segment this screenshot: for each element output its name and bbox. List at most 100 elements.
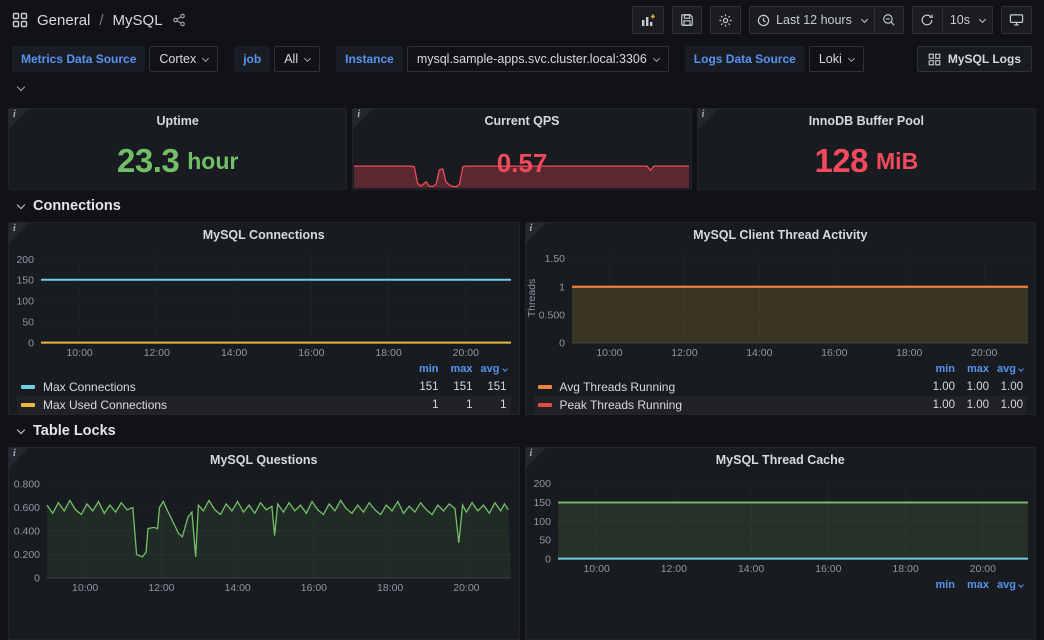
series-color-swatch[interactable]: [21, 385, 35, 389]
breadcrumb-dashboard[interactable]: MySQL: [112, 11, 163, 29]
svg-text:16:00: 16:00: [815, 563, 841, 575]
cycle-view-mode-button[interactable]: [1001, 6, 1032, 34]
legend-sort-avg[interactable]: avg: [989, 363, 1024, 375]
panel-title[interactable]: MySQL Questions: [210, 453, 318, 467]
svg-text:50: 50: [539, 535, 551, 547]
chevron-down-icon: [847, 54, 855, 62]
panel-mysql-client-thread-activity: i MySQL Client Thread Activity 0 0.500 1 1.…: [524, 222, 1036, 415]
svg-text:18:00: 18:00: [375, 347, 401, 359]
legend-sort-max[interactable]: max: [966, 579, 989, 591]
svg-text:16:00: 16:00: [301, 582, 327, 594]
panel-info-corner[interactable]: i: [697, 109, 718, 129]
thread-activity-legend: min max avg Avg Threads Running 1.00 1.00 1.00…: [526, 359, 1036, 414]
legend-header: min max avg: [17, 361, 511, 378]
legend-value: 1.00: [932, 399, 955, 411]
var-value-instance[interactable]: mysql.sample-apps.svc.cluster.local:3306: [406, 46, 669, 72]
legend-value: 151: [419, 381, 439, 393]
chevron-down-icon: [501, 366, 508, 372]
series-name[interactable]: Peak Threads Running: [559, 398, 683, 412]
legend-sort-max[interactable]: max: [450, 363, 473, 375]
stat-unit: MiB: [876, 147, 919, 174]
dashboard-settings-button[interactable]: [710, 6, 742, 34]
panel-info-corner[interactable]: i: [9, 223, 29, 243]
mysql-logs-link-button[interactable]: MySQL Logs: [916, 46, 1032, 72]
var-label-metrics-data-source[interactable]: Metrics Data Source: [12, 46, 146, 72]
section-header-table-locks[interactable]: Table Locks: [0, 415, 1044, 447]
var-label-logs-data-source[interactable]: Logs Data Source: [684, 46, 805, 72]
svg-text:14:00: 14:00: [221, 347, 247, 359]
breadcrumb-separator: /: [99, 11, 104, 29]
legend-row: Avg Threads Running 1.00 1.00 1.00: [534, 378, 1028, 396]
panel-title[interactable]: MySQL Client Thread Activity: [693, 228, 868, 242]
series-name[interactable]: Avg Threads Running: [559, 380, 676, 394]
panel-title[interactable]: MySQL Thread Cache: [715, 453, 845, 467]
var-value-text: Cortex: [159, 52, 197, 66]
var-value-job[interactable]: All: [274, 46, 321, 72]
svg-text:0: 0: [28, 338, 34, 350]
panel-info-corner[interactable]: i: [525, 223, 546, 243]
refresh-button[interactable]: [911, 6, 942, 34]
add-panel-button[interactable]: [632, 6, 665, 34]
svg-text:20:00: 20:00: [971, 347, 997, 359]
panel-info-corner[interactable]: i: [9, 109, 29, 129]
var-value-logs-data-source[interactable]: Loki: [808, 46, 864, 72]
panel-title[interactable]: Uptime: [156, 114, 199, 128]
svg-text:0: 0: [34, 573, 40, 585]
zoom-out-time-button[interactable]: [873, 6, 904, 34]
legend-sort-avg[interactable]: avg: [989, 579, 1024, 591]
save-dashboard-button[interactable]: [672, 6, 703, 34]
series-color-swatch[interactable]: [21, 403, 35, 407]
chart-canvas[interactable]: 0 0.500 1 1.50 10:00 12:00 14:00 16:00 18:00 20:0…: [526, 247, 1036, 359]
panel-title[interactable]: Current QPS: [484, 114, 560, 128]
chevron-down-icon: [1018, 582, 1024, 588]
legend-value: 1.00: [932, 381, 955, 393]
chart-canvas[interactable]: 0 50 100 150 200 10:00 12:00 14:00 16:00 18:00 20:…: [526, 472, 1036, 575]
svg-text:150: 150: [533, 497, 551, 509]
panel-title[interactable]: InnoDB Buffer Pool: [808, 114, 924, 128]
panel-info-corner[interactable]: i: [353, 109, 374, 129]
qps-sparkline: [354, 156, 690, 188]
breadcrumb: General / MySQL: [12, 12, 186, 29]
var-metrics-datasource: Metrics Data Source Cortex: [12, 46, 219, 72]
stat-value: 128: [814, 142, 869, 179]
row-collapse-toggle[interactable]: [0, 78, 1044, 98]
chart-canvas[interactable]: 0 50 100 150 200 10:00 12:00 14:00 16:00 18:00 20:…: [9, 247, 519, 359]
connections-row: i MySQL Connections 0 50 100 150 200 10:00 12:…: [8, 222, 1036, 415]
chart-canvas[interactable]: 0 0.200 0.400 0.600 0.800 10:00 12:00 14:00 16:0…: [9, 472, 519, 594]
chevron-down-icon: [16, 425, 26, 435]
time-range-picker[interactable]: Last 12 hours: [749, 6, 874, 34]
chevron-down-icon: [860, 15, 868, 23]
share-icon[interactable]: [172, 13, 186, 27]
legend-sort-min[interactable]: min: [418, 363, 439, 375]
time-range-group: Last 12 hours: [749, 6, 904, 34]
svg-text:0.500: 0.500: [538, 309, 564, 321]
series-color-swatch[interactable]: [537, 403, 552, 407]
var-value-metrics-data-source[interactable]: Cortex: [149, 46, 219, 72]
legend-value: 151: [487, 381, 507, 393]
panel-info-corner[interactable]: i: [525, 448, 546, 468]
panel-title[interactable]: MySQL Connections: [202, 228, 325, 242]
legend-sort-avg[interactable]: avg: [473, 363, 508, 375]
chart-canvas[interactable]: [354, 156, 690, 188]
var-value-text: Loki: [818, 52, 842, 66]
series-name[interactable]: Max Connections: [43, 380, 136, 394]
refresh-interval-picker[interactable]: 10s: [941, 6, 993, 34]
var-label-instance[interactable]: Instance: [336, 46, 403, 72]
var-label-job[interactable]: job: [234, 46, 271, 72]
section-header-connections[interactable]: Connections: [0, 190, 1044, 222]
breadcrumb-folder[interactable]: General: [37, 11, 91, 29]
series-name[interactable]: Max Used Connections: [43, 398, 168, 412]
panel-info-corner[interactable]: i: [9, 448, 29, 468]
svg-text:16:00: 16:00: [821, 347, 847, 359]
legend-sort-max[interactable]: max: [966, 363, 989, 375]
chevron-down-icon: [652, 54, 660, 62]
chevron-down-icon: [304, 54, 312, 62]
legend-sort-min[interactable]: min: [935, 363, 955, 375]
chevron-down-icon: [202, 54, 210, 62]
stat-value-wrap: 23.3 hour: [9, 133, 346, 189]
series-color-swatch[interactable]: [537, 385, 552, 389]
panel-uptime: i Uptime 23.3 hour: [8, 108, 348, 190]
thread-cache-chart: 0 50 100 150 200 10:00 12:00 14:00 16:00 18:00 20:…: [526, 472, 1036, 575]
dashboard-grid-icon[interactable]: [12, 12, 28, 28]
legend-sort-min[interactable]: min: [935, 579, 955, 591]
